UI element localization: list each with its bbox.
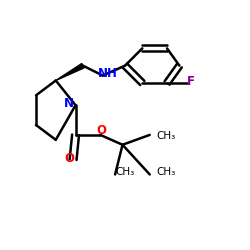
Text: CH₃: CH₃ [157, 168, 176, 177]
Text: F: F [187, 76, 195, 88]
Text: NH: NH [98, 67, 118, 80]
Text: CH₃: CH₃ [116, 168, 135, 177]
Text: CH₃: CH₃ [157, 131, 176, 141]
Polygon shape [56, 64, 84, 80]
Text: N: N [64, 98, 74, 110]
Text: O: O [64, 152, 74, 165]
Text: O: O [96, 124, 106, 137]
